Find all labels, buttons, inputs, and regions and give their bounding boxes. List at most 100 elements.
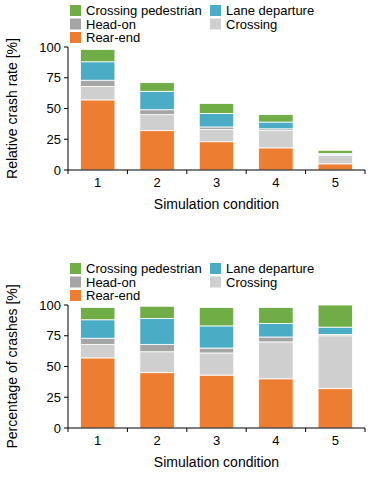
x-tick	[186, 428, 187, 432]
y-axis-label: Percentage of crashes [%]	[4, 284, 20, 448]
bar-segment	[259, 342, 293, 379]
y-tick-label: 100	[39, 40, 61, 55]
legend-label: Rear-end	[86, 30, 140, 45]
bar-segment	[140, 91, 174, 109]
y-tick	[64, 47, 68, 48]
chart: 0 25 50 75 100 1 2 3 4 5 Simulation condition Perce…	[4, 261, 365, 470]
x-axis-label: Simulation condition	[154, 454, 279, 470]
x-tick	[127, 428, 128, 432]
y-tick	[64, 305, 68, 306]
x-tick	[246, 170, 247, 174]
legend-swatch	[70, 277, 81, 288]
x-axis-label: Simulation condition	[154, 196, 279, 212]
bar-segment	[259, 337, 293, 342]
bar-segment	[140, 131, 174, 170]
legend-swatch	[210, 277, 221, 288]
y-tick	[64, 77, 68, 78]
bar-segment	[140, 110, 174, 115]
y-tick	[64, 366, 68, 367]
x-tick	[365, 428, 366, 432]
bar-segment	[80, 62, 114, 80]
x-tick-label: 4	[272, 433, 279, 448]
legend: Crossing pedestrianLane departureHead-on…	[70, 3, 314, 45]
bar-segment	[199, 348, 233, 353]
x-tick	[127, 170, 128, 174]
legend: Crossing pedestrianLane departureHead-on…	[70, 261, 314, 303]
y-tick	[64, 170, 68, 171]
y-tick	[64, 335, 68, 336]
y-tick-label: 50	[47, 359, 61, 374]
bar-segment	[80, 358, 114, 428]
bar-segment	[318, 155, 352, 164]
bar-segment	[318, 327, 352, 334]
x-axis	[68, 170, 365, 171]
x-tick	[305, 170, 306, 174]
bar-segment	[199, 104, 233, 114]
bar-segment	[318, 336, 352, 389]
x-tick	[305, 428, 306, 432]
y-tick-label: 25	[47, 390, 61, 405]
x-tick-label: 3	[213, 433, 220, 448]
y-tick-label: 75	[47, 70, 61, 85]
x-tick-label: 2	[153, 175, 160, 190]
bar-segment	[80, 320, 114, 338]
x-tick-label: 5	[332, 433, 339, 448]
x-tick-label: 1	[94, 433, 101, 448]
y-tick-label: 100	[39, 298, 61, 313]
x-tick-label: 1	[94, 175, 101, 190]
legend-swatch	[70, 290, 81, 301]
bar-segment	[199, 142, 233, 170]
legend-swatch	[70, 19, 81, 30]
bar-segment	[199, 307, 233, 325]
bar-segment	[140, 83, 174, 92]
bar-segment	[80, 307, 114, 319]
x-tick-label: 3	[213, 175, 220, 190]
y-tick-label: 0	[54, 163, 61, 178]
bar-segment	[80, 338, 114, 344]
bar-segment	[140, 319, 174, 345]
legend-label: Crossing	[226, 17, 277, 32]
bar-segment	[259, 131, 293, 148]
x-tick	[246, 428, 247, 432]
y-tick-label: 0	[54, 421, 61, 436]
y-tick-label: 75	[47, 328, 61, 343]
y-tick-label: 50	[47, 101, 61, 116]
chart: 025507510012345Simulation conditionRelat…	[4, 3, 365, 212]
bar-segment	[199, 375, 233, 428]
bar-segment	[140, 306, 174, 318]
legend-swatch	[70, 5, 81, 16]
bar-segment	[259, 115, 293, 122]
bar-segment	[259, 122, 293, 129]
y-axis-label: Relative crash rate [%]	[4, 38, 20, 179]
x-tick	[68, 428, 69, 432]
legend-swatch	[210, 263, 221, 274]
y-tick	[64, 139, 68, 140]
bar-segment	[259, 307, 293, 323]
bar-segment	[140, 373, 174, 428]
y-tick-label: 25	[47, 132, 61, 147]
bars	[80, 49, 352, 170]
bar-segment	[80, 86, 114, 100]
bar-segment	[199, 129, 233, 141]
x-tick-label: 2	[153, 433, 160, 448]
bar-segment	[80, 80, 114, 86]
bars	[80, 305, 352, 428]
bar-segment	[259, 379, 293, 428]
bar-segment	[259, 148, 293, 170]
x-tick-label: 4	[272, 175, 279, 190]
x-tick	[186, 170, 187, 174]
bar-segment	[318, 150, 352, 153]
bar-segment	[318, 164, 352, 170]
bar-segment	[80, 100, 114, 170]
bar-segment	[140, 352, 174, 373]
x-axis	[68, 428, 365, 429]
bar-segment	[318, 389, 352, 428]
y-tick	[64, 428, 68, 429]
bar-segment	[318, 305, 352, 327]
bar-segment	[199, 113, 233, 127]
y-tick	[64, 108, 68, 109]
bar-segment	[80, 344, 114, 358]
x-tick	[68, 170, 69, 174]
figure: 0 25 50 75 100 1 2 3 4 5 Simulation condition Relat…	[0, 0, 377, 500]
legend-swatch	[210, 5, 221, 16]
